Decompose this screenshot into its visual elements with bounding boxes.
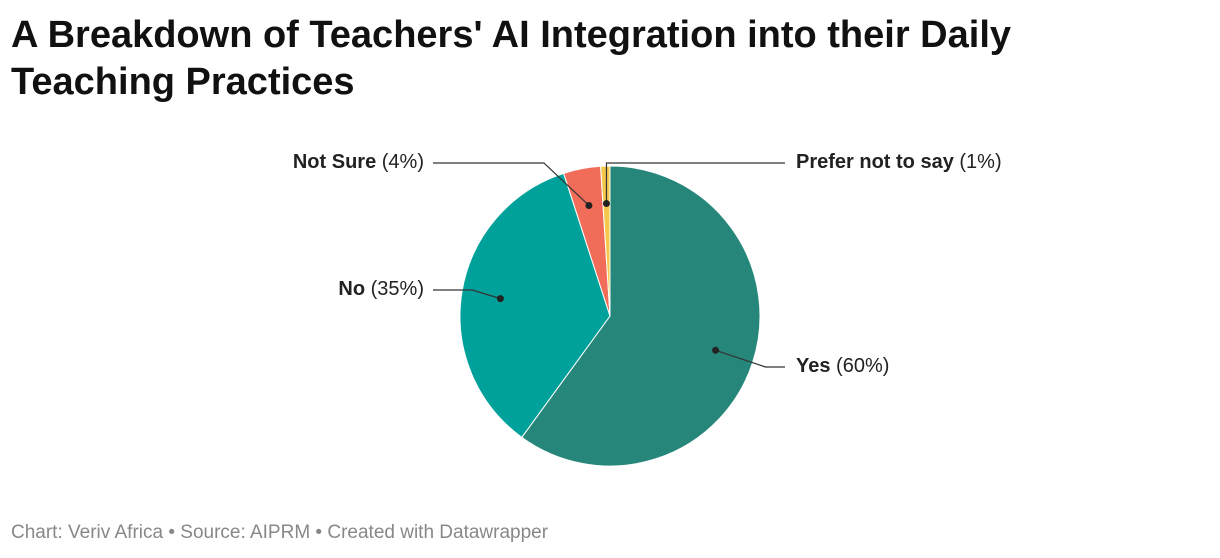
slice-name: Prefer not to say [796, 151, 955, 173]
leader-line [433, 162, 590, 206]
slice-name: Not Sure [293, 151, 376, 173]
slice-value-label: (35%) [371, 278, 424, 300]
slice-name: No [338, 278, 365, 300]
leader-dot [496, 295, 504, 303]
pie-slice [459, 172, 611, 439]
leader-line [605, 162, 785, 204]
slice-label: Yes (60%) [796, 355, 889, 377]
footer: Chart: Veriv Africa • Source: AIPRM • Cr… [11, 522, 549, 543]
slice-value-label: (60%) [836, 355, 889, 377]
leader-dot [585, 201, 593, 209]
leader-dot [712, 346, 720, 354]
leader-line [433, 289, 501, 300]
leader-dot [602, 200, 610, 208]
slice-label: No (35%) [338, 278, 424, 300]
leader-line [715, 349, 785, 368]
slice-name: Yes [796, 355, 830, 377]
slice-value-label: (1%) [959, 151, 1001, 173]
chart-title: A Breakdown of Teachers' AI Integration … [11, 14, 1012, 103]
chart: Yes (60%) No (35%) Not Sure (4%) Prefer not… [293, 151, 1002, 467]
slice-label: Prefer not to say (1%) [796, 151, 1002, 173]
slice-label: Not Sure (4%) [293, 151, 424, 173]
slice-value-label: (4%) [382, 151, 424, 173]
